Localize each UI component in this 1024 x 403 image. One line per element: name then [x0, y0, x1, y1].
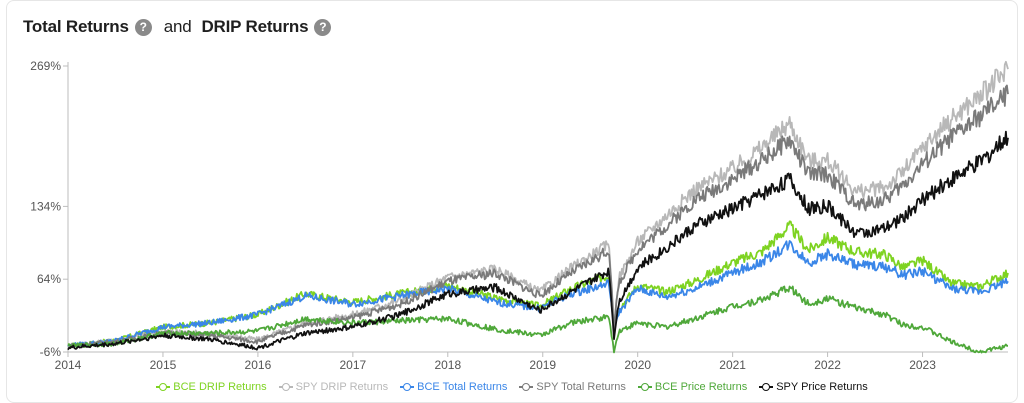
series-line-bce-total-returns [67, 240, 1009, 348]
title-total-returns: Total Returns [23, 17, 129, 36]
x-tick-label: 2017 [339, 358, 366, 372]
series-line-bce-drip-returns [67, 220, 1009, 349]
x-tick-label: 2023 [909, 358, 936, 372]
legend-swatch [156, 383, 171, 391]
y-axis: -6% 64% 134% 269% [30, 59, 69, 359]
x-tick-label: 2020 [624, 358, 651, 372]
x-tick-label: 2022 [814, 358, 841, 372]
legend-label: SPY DRIP Returns [295, 381, 389, 393]
x-tick-label: 2015 [150, 358, 177, 372]
y-tick-label: 269% [30, 59, 61, 73]
legend-item-spy-total-returns[interactable]: SPY Total Returns [519, 381, 626, 393]
x-tick-label: 2014 [55, 358, 82, 372]
title-drip-returns: DRIP Returns [201, 17, 309, 36]
x-tick-label: 2021 [719, 358, 746, 372]
legend-item-bce-drip-returns[interactable]: BCE DRIP Returns [156, 381, 267, 393]
y-tick-label: 64% [37, 272, 61, 286]
legend-swatch [400, 383, 415, 391]
series-line-bce-price-returns [67, 285, 1008, 354]
legend-swatch [519, 383, 534, 391]
legend-swatch [759, 383, 774, 391]
chart-legend: BCE DRIP Returns SPY DRIP Returns BCE Tota… [0, 381, 1024, 393]
legend-label: BCE DRIP Returns [173, 381, 267, 393]
legend-label: SPY Total Returns [536, 381, 626, 393]
series-line-spy-total-returns [67, 84, 1009, 349]
legend-label: BCE Price Returns [654, 381, 748, 393]
y-tick-label: 134% [30, 199, 61, 213]
y-tick-label: -6% [40, 345, 62, 359]
x-tick-label: 2018 [434, 358, 461, 372]
legend-swatch [278, 383, 293, 391]
series-layer [67, 60, 1009, 354]
chart-header: Total Returns ? and DRIP Returns ? [23, 17, 332, 37]
legend-item-bce-total-returns[interactable]: BCE Total Returns [400, 381, 507, 393]
help-icon-drip-returns[interactable]: ? [314, 18, 332, 36]
legend-swatch [637, 383, 652, 391]
x-axis: 2014 2015 2016 2017 2018 2019 2020 2021 2022 2023 [55, 351, 1008, 372]
series-line-spy-price-returns [67, 130, 1009, 351]
x-tick-label: 2019 [529, 358, 556, 372]
legend-label: BCE Total Returns [417, 381, 508, 393]
legend-item-spy-drip-returns[interactable]: SPY DRIP Returns [278, 381, 389, 393]
legend-label: SPY Price Returns [776, 381, 868, 393]
legend-item-bce-price-returns[interactable]: BCE Price Returns [637, 381, 748, 393]
x-tick-label: 2016 [245, 358, 272, 372]
help-icon-total-returns[interactable]: ? [134, 18, 152, 36]
series-line-spy-drip-returns [67, 60, 1009, 349]
title-separator: and [163, 17, 192, 36]
legend-item-spy-price-returns[interactable]: SPY Price Returns [759, 381, 868, 393]
